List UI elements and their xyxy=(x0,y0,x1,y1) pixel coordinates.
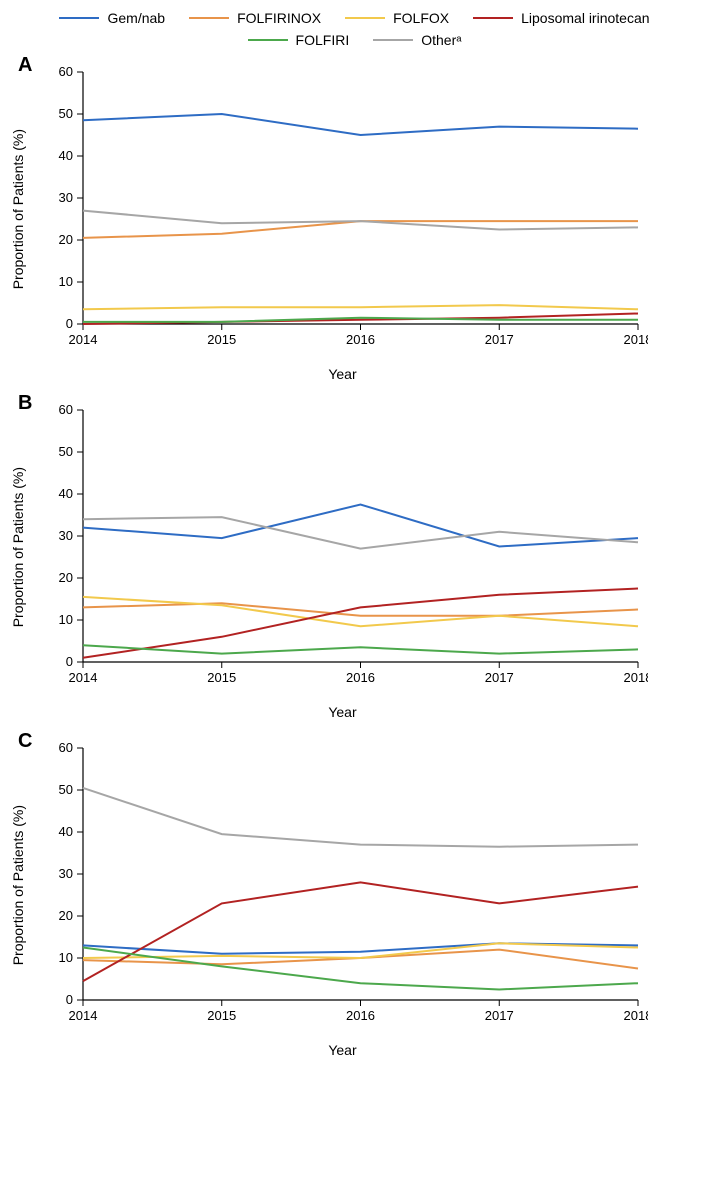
y-tick-label: 10 xyxy=(59,612,73,627)
x-tick-label: 2017 xyxy=(485,1008,514,1023)
series-line-folfirinox xyxy=(83,603,638,616)
x-tick-label: 2018 xyxy=(624,1008,648,1023)
chart-panel-B: B Proportion of Patients (%) 0 10 20 30 40 50 60… xyxy=(10,392,699,720)
x-tick-label: 2018 xyxy=(624,670,648,685)
x-tick-label: 2015 xyxy=(207,332,236,347)
y-tick-label: 40 xyxy=(59,148,73,163)
panel-label: B xyxy=(18,392,32,415)
x-tick-label: 2015 xyxy=(207,1008,236,1023)
legend: Gem/nab FOLFIRINOX FOLFOX Liposomal irinote… xyxy=(10,10,699,48)
series-line-folfox xyxy=(83,305,638,309)
x-tick-label: 2014 xyxy=(69,332,98,347)
series-line-folfox xyxy=(83,597,638,626)
x-tick-label: 2016 xyxy=(346,332,375,347)
legend-item: Otherᵃ xyxy=(373,32,461,48)
y-tick-label: 50 xyxy=(59,444,73,459)
series-line-folfiri xyxy=(83,645,638,653)
x-tick-label: 2016 xyxy=(346,670,375,685)
legend-item: FOLFIRI xyxy=(248,32,350,48)
panel-label: A xyxy=(18,54,32,77)
y-axis-label: Proportion of Patients (%) xyxy=(10,129,26,289)
chart-wrap: Proportion of Patients (%) 0 10 20 30 40 50 60 2… xyxy=(10,392,699,702)
legend-label: FOLFIRI xyxy=(296,32,350,48)
legend-item: FOLFIRINOX xyxy=(189,10,321,26)
series-line-gemnab xyxy=(83,114,638,135)
y-tick-label: 30 xyxy=(59,866,73,881)
y-tick-label: 60 xyxy=(59,402,73,417)
x-tick-label: 2017 xyxy=(485,332,514,347)
series-line-lipo xyxy=(83,882,638,981)
chart-panel-C: C Proportion of Patients (%) 0 10 20 30 40 50 60… xyxy=(10,730,699,1058)
y-tick-label: 50 xyxy=(59,782,73,797)
y-tick-label: 0 xyxy=(66,316,73,331)
y-tick-label: 30 xyxy=(59,190,73,205)
y-tick-label: 50 xyxy=(59,106,73,121)
x-axis-label: Year xyxy=(65,366,620,382)
line-chart: 0 10 20 30 40 50 60 2014 2015 2016 2017 2018 xyxy=(28,392,648,702)
x-tick-label: 2015 xyxy=(207,670,236,685)
chart-wrap: Proportion of Patients (%) 0 10 20 30 40 50 60 2… xyxy=(10,730,699,1040)
x-axis-label: Year xyxy=(65,1042,620,1058)
legend-label: Otherᵃ xyxy=(421,32,461,48)
y-tick-label: 10 xyxy=(59,950,73,965)
x-tick-label: 2017 xyxy=(485,670,514,685)
y-axis-label: Proportion of Patients (%) xyxy=(10,467,26,627)
panel-label: C xyxy=(18,730,32,753)
x-tick-label: 2016 xyxy=(346,1008,375,1023)
y-tick-label: 60 xyxy=(59,64,73,79)
chart-wrap: Proportion of Patients (%) 0 10 20 30 40 50 60 2… xyxy=(10,54,699,364)
chart-panel-A: A Proportion of Patients (%) 0 10 20 30 40 50 60… xyxy=(10,54,699,382)
legend-item: Gem/nab xyxy=(59,10,165,26)
legend-swatch xyxy=(345,17,385,19)
y-tick-label: 30 xyxy=(59,528,73,543)
legend-swatch xyxy=(473,17,513,19)
line-chart: 0 10 20 30 40 50 60 2014 2015 2016 2017 2018 xyxy=(28,730,648,1040)
legend-label: Liposomal irinotecan xyxy=(521,10,649,26)
x-axis-label: Year xyxy=(65,704,620,720)
y-tick-label: 10 xyxy=(59,274,73,289)
legend-swatch xyxy=(59,17,99,19)
y-tick-label: 0 xyxy=(66,992,73,1007)
legend-swatch xyxy=(189,17,229,19)
line-chart: 0 10 20 30 40 50 60 2014 2015 2016 2017 2018 xyxy=(28,54,648,364)
legend-item: Liposomal irinotecan xyxy=(473,10,649,26)
series-line-folfiri xyxy=(83,948,638,990)
y-tick-label: 20 xyxy=(59,570,73,585)
x-tick-label: 2014 xyxy=(69,670,98,685)
y-axis-label: Proportion of Patients (%) xyxy=(10,805,26,965)
legend-label: Gem/nab xyxy=(107,10,165,26)
series-line-gemnab xyxy=(83,505,638,547)
legend-item: FOLFOX xyxy=(345,10,449,26)
y-tick-label: 60 xyxy=(59,740,73,755)
y-tick-label: 20 xyxy=(59,908,73,923)
legend-label: FOLFIRINOX xyxy=(237,10,321,26)
x-tick-label: 2014 xyxy=(69,1008,98,1023)
x-tick-label: 2018 xyxy=(624,332,648,347)
y-tick-label: 20 xyxy=(59,232,73,247)
legend-label: FOLFOX xyxy=(393,10,449,26)
legend-swatch xyxy=(248,39,288,41)
series-line-other xyxy=(83,788,638,847)
y-tick-label: 0 xyxy=(66,654,73,669)
panels-container: A Proportion of Patients (%) 0 10 20 30 40 50 60… xyxy=(10,54,699,1058)
legend-swatch xyxy=(373,39,413,41)
series-line-other xyxy=(83,211,638,230)
y-tick-label: 40 xyxy=(59,824,73,839)
y-tick-label: 40 xyxy=(59,486,73,501)
